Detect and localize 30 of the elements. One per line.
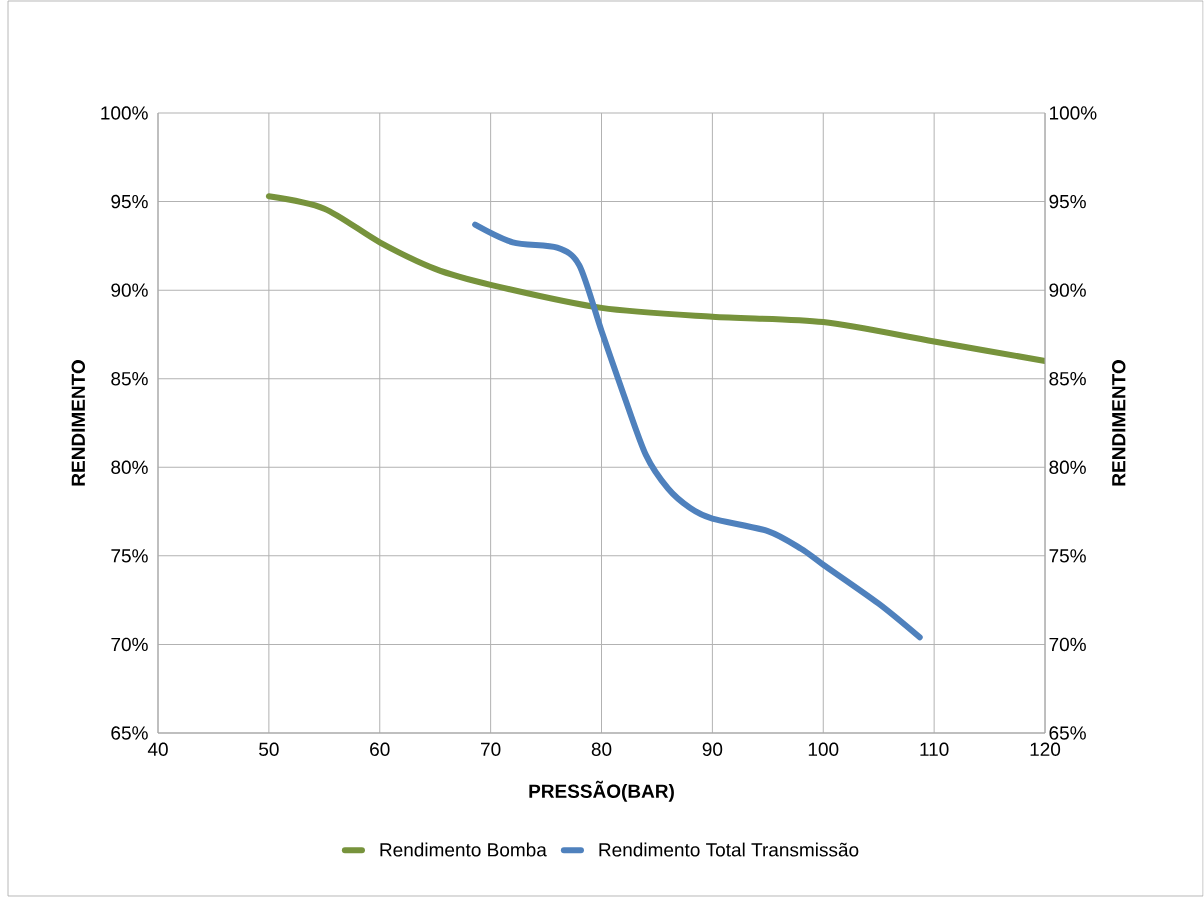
y-tick-label: 90%	[111, 283, 148, 297]
x-tick-label: 50	[259, 742, 279, 756]
y2-axis-title: RENDIMENTO	[1112, 360, 1126, 486]
y2-tick-label: 65%	[1049, 726, 1086, 740]
x-tick-label: 60	[370, 742, 390, 756]
y2-tick-label: 95%	[1049, 194, 1086, 209]
y2-tick-label: 80%	[1049, 460, 1086, 475]
legend-label: Rendimento Total Transmissão	[599, 842, 859, 857]
x-tick-label: 110	[920, 742, 949, 756]
y-tick-label: 75%	[111, 549, 148, 563]
y-tick-label: 80%	[111, 460, 148, 475]
x-axis-title: PRESSÃO(BAR)	[529, 780, 674, 802]
y2-tick-label: 75%	[1049, 549, 1086, 563]
y-tick-label: 95%	[111, 194, 148, 209]
y2-tick-label: 90%	[1049, 283, 1086, 297]
legend-label: Rendimento Bomba	[380, 842, 547, 857]
y-tick-label: 65%	[111, 726, 148, 740]
y-tick-label: 100%	[101, 106, 148, 120]
y2-tick-label: 85%	[1049, 371, 1086, 386]
x-tick-label: 100	[808, 742, 839, 756]
x-tick-label: 90	[702, 742, 723, 756]
x-tick-label: 80	[591, 742, 612, 756]
x-tick-label: 70	[481, 742, 501, 756]
x-tick-label: 40	[147, 742, 168, 756]
y-axis-title: RENDIMENTO	[71, 360, 86, 486]
y2-tick-label: 70%	[1049, 637, 1086, 652]
y-tick-label: 85%	[111, 371, 148, 386]
y-tick-label: 70%	[111, 637, 148, 652]
x-tick-label: 120	[1030, 742, 1061, 756]
y2-tick-label: 100%	[1050, 106, 1097, 120]
